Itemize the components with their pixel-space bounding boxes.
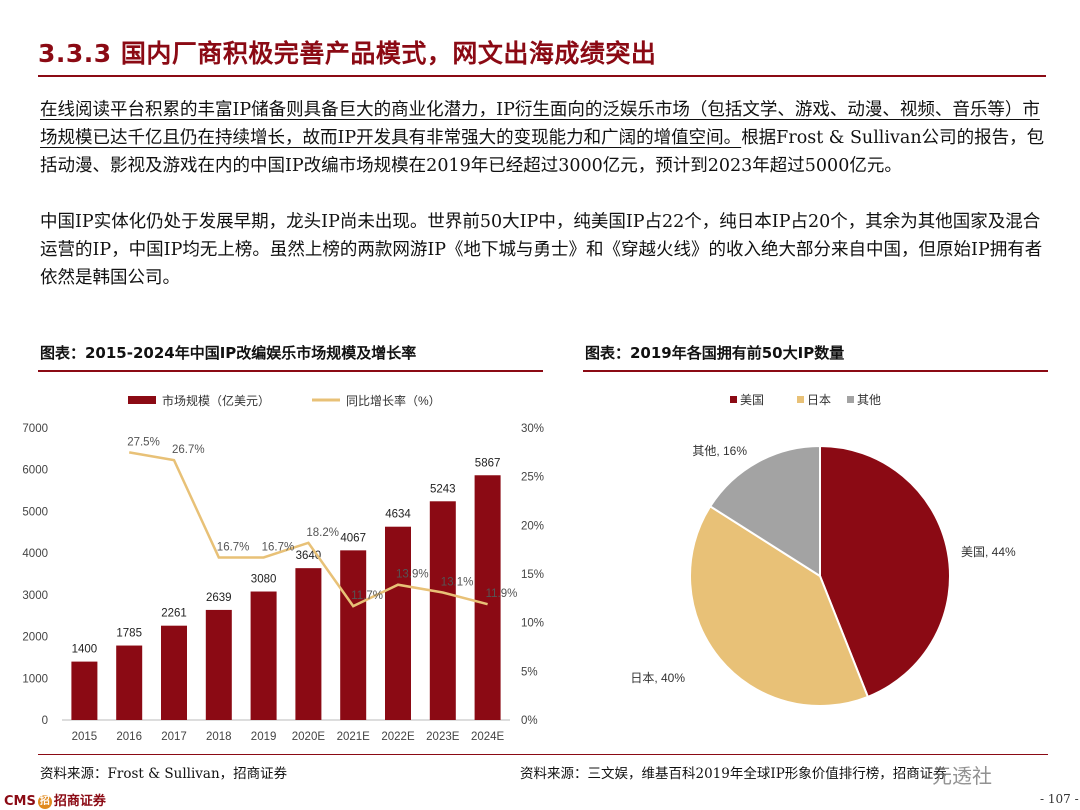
title-divider [38, 75, 1046, 77]
pie-slice-美国 [819, 444, 951, 699]
figure-1-source: 资料来源：Frost & Sullivan，招商证券 [40, 766, 288, 782]
legend-label-growth-rate: 同比增长率（%） [346, 393, 441, 408]
brand-mark-icon: 招 [37, 794, 52, 809]
bar-2020E [295, 568, 322, 720]
figure-1-title-rule [38, 370, 543, 372]
bar-value-label: 1785 [116, 628, 142, 640]
x-tick-label: 2021E [337, 731, 371, 743]
legend-label-market-size: 市场规模（亿美元） [162, 393, 270, 408]
growth-rate-label: 11.9% [486, 588, 518, 600]
y-left-tick-label: 6000 [22, 465, 48, 477]
y-right-tick-label: 5% [521, 666, 538, 678]
pie-slice-label: 日本, 40% [630, 671, 685, 685]
y-left-tick-label: 1000 [22, 673, 48, 685]
x-tick-label: 2020E [292, 731, 326, 743]
bar-value-label: 5243 [430, 483, 456, 495]
bar-value-label: 1400 [72, 644, 98, 656]
bar-value-label: 3080 [251, 574, 277, 586]
watermark: 元透社 [932, 764, 992, 788]
pie-slice-日本 [689, 504, 870, 707]
figure-2-source-rule [515, 754, 1048, 755]
figure-1-title: 图表：2015-2024年中国IP改编娱乐市场规模及增长率 [40, 344, 417, 362]
bar-2023E [429, 501, 456, 720]
page-number: - 107 - [1040, 792, 1079, 806]
legend-label-1: 日本 [807, 393, 831, 407]
y-left-tick-label: 5000 [22, 506, 48, 518]
section-title: 3.3.3 国内厂商积极完善产品模式，网文出海成绩突出 [38, 39, 657, 68]
bar-2017 [161, 625, 187, 720]
x-tick-label: 2018 [206, 731, 232, 743]
x-tick-label: 2019 [251, 731, 277, 743]
bar-2016 [116, 645, 143, 720]
legend-swatch-market-size [128, 396, 156, 404]
growth-rate-line [128, 451, 488, 608]
bar-value-label: 5867 [475, 457, 501, 469]
growth-rate-label: 26.7% [172, 444, 205, 456]
legend-label-2: 其他 [857, 393, 881, 407]
growth-rate-label: 13.1% [441, 576, 474, 588]
y-right-tick-label: 30% [521, 423, 544, 435]
bar-2015 [71, 661, 98, 720]
bar-2019 [250, 591, 277, 720]
paragraph-1-rest: 根据Frost & Sullivan公司的报告，包括动漫、影视及游戏在内的中国I… [40, 128, 1045, 176]
bar-value-label: 4067 [340, 532, 366, 544]
growth-rate-label: 16.7% [217, 541, 250, 553]
legend-swatch-1 [797, 396, 804, 403]
y-left-tick-label: 7000 [22, 423, 48, 435]
y-right-tick-label: 25% [521, 472, 544, 484]
pie-slice-label: 其他, 16% [692, 444, 747, 458]
y-left-tick-label: 2000 [22, 632, 48, 644]
legend-swatch-0 [730, 396, 737, 403]
y-left-tick-label: 0 [42, 715, 48, 727]
brand-logo: CMS 招招商证券 [4, 790, 106, 809]
bar-2021E [340, 550, 367, 720]
x-tick-label: 2023E [426, 731, 460, 743]
x-tick-label: 2024E [471, 731, 505, 743]
growth-rate-label: 18.2% [306, 527, 339, 539]
bar-value-label: 2261 [161, 608, 187, 620]
y-left-tick-label: 4000 [22, 548, 48, 560]
legend-swatch-2 [847, 396, 854, 403]
growth-rate-label: 16.7% [262, 541, 295, 553]
legend-label-0: 美国 [740, 393, 764, 407]
brand-name: 招商证券 [53, 794, 106, 809]
bar-2024E [474, 475, 501, 720]
paragraph-2: 中国IP实体化仍处于发展早期，龙头IP尚未出现。世界前50大IP中，纯美国IP占… [40, 212, 1043, 288]
x-tick-label: 2016 [116, 731, 142, 743]
y-right-tick-label: 20% [521, 520, 544, 532]
figure-1-source-rule [38, 754, 543, 755]
paragraph-1-underlined: 在线阅读平台积累的丰富IP储备则具备巨大的商业化潜力，IP衍生面向的泛娱乐市场（… [40, 100, 1040, 148]
brand-cms: CMS [4, 794, 36, 809]
x-tick-label: 2022E [381, 731, 415, 743]
market-size-chart: 市场规模（亿美元） 同比增长率（%） 0 1000 2000 3000 4000 5000 60… [22, 393, 544, 743]
paragraph-1: 在线阅读平台积累的丰富IP储备则具备巨大的商业化潜力，IP衍生面向的泛娱乐市场（… [40, 96, 1045, 180]
bar-value-label: 2639 [206, 592, 232, 604]
growth-rate-label: 13.9% [396, 569, 429, 581]
figure-2-title: 图表：2019年各国拥有前50大IP数量 [585, 344, 845, 362]
x-tick-label: 2015 [72, 731, 98, 743]
y-left-tick-label: 3000 [22, 590, 48, 602]
x-tick-label: 2017 [161, 731, 187, 743]
y-right-tick-label: 0% [521, 715, 538, 727]
pie-slice-label: 美国, 44% [961, 545, 1016, 559]
growth-rate-label: 11.7% [351, 590, 383, 602]
figure-2-title-rule [583, 370, 1048, 372]
figure-2-source: 资料来源：三文娱，维基百科2019年全球IP形象价值排行榜，招商证券 [520, 766, 947, 782]
pie-slice-其他 [708, 444, 821, 578]
bar-2018 [205, 609, 232, 720]
bar-value-label: 4634 [385, 509, 411, 521]
y-right-tick-label: 15% [521, 569, 544, 581]
growth-rate-label: 27.5% [127, 436, 160, 448]
y-right-tick-label: 10% [521, 618, 544, 630]
bar-2022E [385, 526, 411, 720]
